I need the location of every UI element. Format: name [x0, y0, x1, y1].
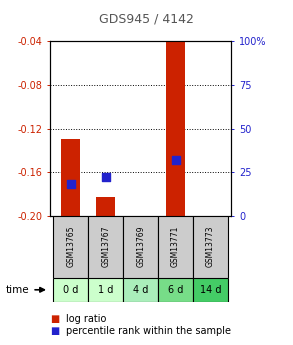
Bar [123, 278, 158, 302]
Bar [96, 197, 115, 216]
Text: percentile rank within the sample: percentile rank within the sample [66, 326, 231, 336]
Bar [53, 216, 88, 278]
Bar [193, 278, 228, 302]
Text: ■: ■ [50, 326, 59, 336]
Bar [193, 216, 228, 278]
Text: GSM13773: GSM13773 [206, 226, 215, 267]
Bar [158, 278, 193, 302]
Bar [158, 216, 193, 278]
Bar [53, 278, 88, 302]
Point [69, 181, 73, 187]
Text: GSM13771: GSM13771 [171, 226, 180, 267]
Point [173, 157, 178, 162]
Text: log ratio: log ratio [66, 314, 106, 324]
Text: 1 d: 1 d [98, 285, 113, 295]
Text: GDS945 / 4142: GDS945 / 4142 [99, 12, 194, 25]
Bar [123, 216, 158, 278]
Text: ■: ■ [50, 314, 59, 324]
Text: 6 d: 6 d [168, 285, 183, 295]
Bar [166, 41, 185, 216]
Text: GSM13769: GSM13769 [136, 226, 145, 267]
Bar [61, 139, 80, 216]
Bar [88, 216, 123, 278]
Text: 14 d: 14 d [200, 285, 221, 295]
Text: GSM13767: GSM13767 [101, 226, 110, 267]
Text: 0 d: 0 d [63, 285, 79, 295]
Text: GSM13765: GSM13765 [66, 226, 75, 267]
Point [103, 175, 108, 180]
Bar [88, 278, 123, 302]
Text: 4 d: 4 d [133, 285, 148, 295]
Text: time: time [6, 285, 30, 295]
